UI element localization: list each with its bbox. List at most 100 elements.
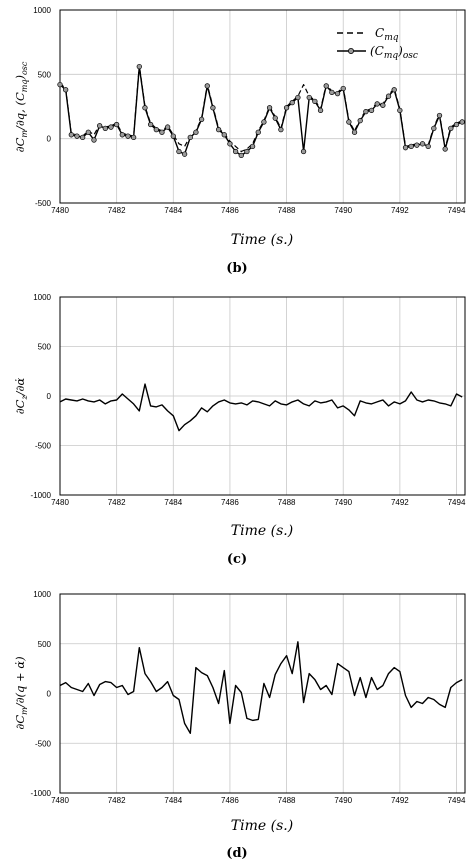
data-point <box>113 121 120 128</box>
x-tick-label: 7492 <box>391 206 409 215</box>
y-tick-label: 500 <box>38 70 52 79</box>
panel-d-plot-area <box>59 593 466 794</box>
y-tick-label: -500 <box>35 199 52 208</box>
data-point <box>414 142 420 148</box>
data-point <box>147 121 154 128</box>
panel-b-grid <box>60 10 465 203</box>
data-point <box>402 145 409 151</box>
data-point <box>442 146 448 152</box>
data-point <box>312 98 318 105</box>
data-point <box>227 141 233 147</box>
data-point <box>170 133 176 139</box>
data-point <box>329 89 335 95</box>
y-tick-label: -1000 <box>31 491 52 500</box>
x-tick-label: 7484 <box>164 498 182 507</box>
y-tick-label: 1000 <box>33 293 51 302</box>
x-tick-label: 7488 <box>278 206 296 215</box>
panel-c-y-ticks: -1000 -500 0 500 1000 <box>31 293 52 500</box>
data-point <box>187 134 193 141</box>
x-tick-label: 7490 <box>334 796 352 805</box>
data-point <box>334 90 341 97</box>
data-point <box>238 152 244 159</box>
x-tick-label: 7486 <box>221 498 239 507</box>
data-point <box>363 108 369 115</box>
data-point <box>397 107 403 114</box>
data-point <box>176 148 182 155</box>
data-point <box>102 125 108 132</box>
x-tick-label: 7490 <box>334 498 352 507</box>
data-point <box>459 119 465 125</box>
panel-b-y-axis-label: ∂Cm/∂q, (Cmq)osc <box>13 61 29 152</box>
data-point <box>425 143 431 150</box>
x-tick-label: 7480 <box>51 206 69 215</box>
panel-d-x-ticks: 7480 7482 7484 7486 7488 7490 7492 7494 <box>51 796 466 805</box>
data-point <box>249 143 256 150</box>
data-point <box>295 94 301 101</box>
panel-b-y-ticks: -500 0 500 1000 <box>33 6 51 208</box>
panel-d-letter: (d) <box>226 846 247 861</box>
data-point <box>317 107 324 114</box>
data-point <box>266 105 273 111</box>
data-point <box>204 83 210 89</box>
data-point <box>283 105 290 111</box>
data-point <box>232 148 239 155</box>
data-point <box>431 125 437 132</box>
data-point <box>255 129 261 135</box>
panel-d-y-axis-label: ∂Cm/∂(q + α̇) <box>13 656 29 729</box>
data-point <box>300 148 307 155</box>
x-tick-label: 7482 <box>108 796 126 805</box>
x-tick-label: 7484 <box>164 796 182 805</box>
data-point <box>130 134 137 141</box>
data-point <box>261 119 267 125</box>
data-point <box>125 133 131 139</box>
panel-c-letter: (c) <box>227 552 247 567</box>
data-point <box>193 129 199 135</box>
panel-d-y-ticks: -1000 -500 0 500 1000 <box>31 590 52 798</box>
data-point <box>80 134 86 141</box>
data-point <box>136 63 142 70</box>
panel-c-plot-area <box>59 296 466 496</box>
data-point <box>57 81 63 88</box>
data-point <box>164 124 171 130</box>
y-tick-label: -500 <box>35 739 52 748</box>
data-point <box>306 94 312 101</box>
data-point <box>85 129 91 135</box>
data-point <box>153 127 159 133</box>
panel-b-letter: (b) <box>226 261 247 276</box>
y-tick-label: 500 <box>38 640 52 649</box>
x-tick-label: 7490 <box>334 206 352 215</box>
panel-c-series <box>59 383 463 432</box>
data-point <box>68 132 74 138</box>
y-tick-label: 0 <box>47 392 52 401</box>
data-point <box>323 83 329 89</box>
y-tick-label: 0 <box>47 690 52 699</box>
series-line <box>59 383 463 432</box>
y-tick-label: -500 <box>35 442 52 451</box>
x-tick-label: 7486 <box>221 796 239 805</box>
data-point <box>408 143 414 150</box>
data-point <box>97 123 103 129</box>
data-point <box>385 93 392 99</box>
panel-b-series <box>57 63 465 159</box>
data-point <box>108 124 114 130</box>
panel-d-series <box>59 641 463 734</box>
data-point <box>278 127 284 133</box>
x-tick-label: 7492 <box>391 796 409 805</box>
panel-b-x-axis-label: Time (s.) <box>231 232 293 248</box>
panel-b-x-ticks: 7480 7482 7484 7486 7488 7490 7492 7494 <box>51 206 466 215</box>
panel-b-plot-area <box>59 9 466 204</box>
data-point <box>181 151 188 157</box>
panel-d-x-axis-label: Time (s.) <box>231 818 293 834</box>
y-tick-label: -1000 <box>31 789 52 798</box>
y-tick-label: 1000 <box>33 590 51 599</box>
x-tick-label: 7494 <box>448 498 466 507</box>
x-tick-label: 7484 <box>164 206 182 215</box>
x-tick-label: 7488 <box>278 796 296 805</box>
x-tick-label: 7486 <box>221 206 239 215</box>
x-tick-label: 7482 <box>108 206 126 215</box>
data-point <box>198 116 205 123</box>
legend-marker-icon <box>347 48 354 55</box>
data-point <box>221 132 227 138</box>
data-point <box>142 105 148 111</box>
